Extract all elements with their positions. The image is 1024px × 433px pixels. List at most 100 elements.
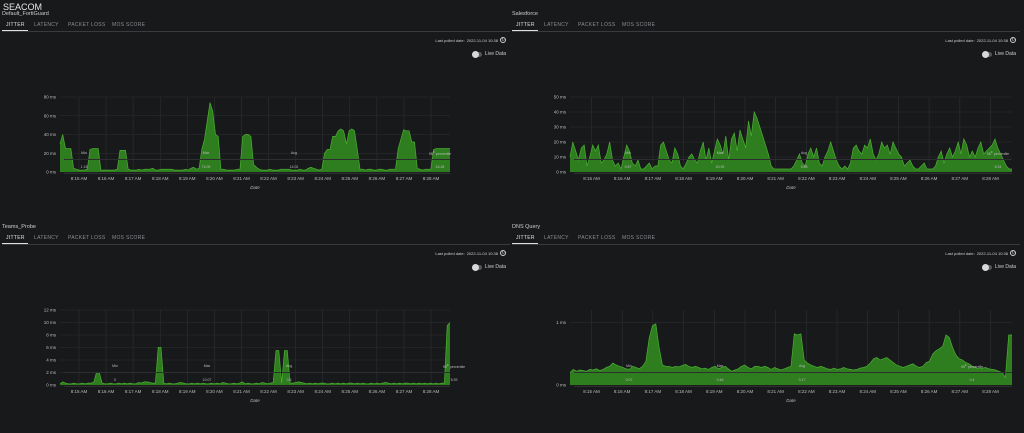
x-tick-label: 8:20 AM <box>206 389 223 394</box>
stat-label-p95: 95th percentile <box>987 151 1009 156</box>
y-tick-label: 50 ms <box>554 95 567 100</box>
stat-label-p95-suffix: th <box>990 151 993 154</box>
stat-label-p95-word: percentile <box>966 365 984 370</box>
tab-latency[interactable]: LATENCY <box>34 235 59 241</box>
stat-label-max: Max <box>716 151 724 155</box>
y-tick-label: 80 ms <box>44 95 57 100</box>
x-tick-label: 8:18 AM <box>675 389 692 394</box>
last-polled-value: 2022-11-04 10:38 <box>976 37 1008 43</box>
tab-jitter[interactable]: JITTER <box>516 22 535 28</box>
x-tick-label: 8:16 AM <box>614 176 631 181</box>
x-tick-label: 8:16 AM <box>98 389 115 394</box>
tab-mos-score[interactable]: MOS SCORE <box>622 235 656 241</box>
stat-label-min: Min <box>626 364 632 368</box>
x-tick-label: 8:20 AM <box>206 176 223 181</box>
stat-label-min: Min <box>625 151 631 155</box>
tab-packet-loss[interactable]: PACKET LOSS <box>578 235 616 241</box>
refresh-icon[interactable]: ↻ <box>1010 37 1016 43</box>
tab-packet-loss[interactable]: PACKET LOSS <box>68 22 106 28</box>
stat-value-max: 40.39 <box>715 165 725 169</box>
y-tick-label: 0 ms <box>46 383 57 388</box>
tab-latency[interactable]: LATENCY <box>544 235 569 241</box>
stat-label-p95-word: percentile <box>448 365 466 370</box>
x-tick-label: 8:22 AM <box>260 389 277 394</box>
metric-tabs: JITTER LATENCY PACKET LOSS MOS SCORE <box>512 233 1020 245</box>
live-data-label: Live Data <box>484 264 506 270</box>
panel-salesforce: Salesforce JITTER LATENCY PACKET LOSS MOS SC… <box>512 11 1020 226</box>
live-data-toggle[interactable] <box>471 50 482 58</box>
stat-label-min: Min <box>81 151 87 155</box>
tab-latency[interactable]: LATENCY <box>544 22 569 28</box>
last-polled: Last polled date: 2022-11-04 10:38 ↻ <box>435 37 506 43</box>
live-data-toggle[interactable] <box>981 263 992 271</box>
tab-packet-loss[interactable]: PACKET LOSS <box>68 235 106 241</box>
stat-value-min: 0.87 <box>624 165 632 169</box>
panel-title: Salesforce <box>512 11 538 17</box>
live-data-toggle[interactable] <box>471 263 482 271</box>
stat-label-max: Max <box>202 151 210 155</box>
tab-jitter[interactable]: JITTER <box>6 235 25 241</box>
x-tick-label: 8:28 AM <box>982 176 999 181</box>
x-tick-label: 8:21 AM <box>767 176 784 181</box>
stats-divider <box>64 159 450 160</box>
stat-label-avg: Avg <box>799 364 805 368</box>
tab-jitter[interactable]: JITTER <box>516 235 535 241</box>
stats-divider <box>574 159 1012 160</box>
last-polled-label: Last polled date: <box>945 37 975 43</box>
y-tick-label: 0 ms <box>556 170 567 175</box>
metric-tabs: JITTER LATENCY PACKET LOSS MOS SCORE <box>2 233 510 245</box>
x-tick-label: 8:24 AM <box>859 176 876 181</box>
tab-latency[interactable]: LATENCY <box>34 22 59 28</box>
x-axis-label: Date <box>250 185 260 190</box>
refresh-icon[interactable]: ↻ <box>500 250 506 256</box>
x-tick-label: 8:23 AM <box>287 389 304 394</box>
stat-value-min: 0 <box>114 378 116 382</box>
live-data-label: Live Data <box>994 51 1016 57</box>
x-tick-label: 8:23 AM <box>829 389 846 394</box>
y-tick-label: 1 ms <box>556 320 567 325</box>
x-tick-label: 8:17 AM <box>645 389 662 394</box>
y-tick-label: 20 ms <box>554 140 567 145</box>
last-polled: Last polled date: 2022-11-04 10:38 ↻ <box>945 37 1016 43</box>
tab-mos-score[interactable]: MOS SCORE <box>112 22 146 28</box>
metric-tabs: JITTER LATENCY PACKET LOSS MOS SCORE <box>512 20 1020 32</box>
x-tick-label: 8:21 AM <box>767 389 784 394</box>
stat-label-max: Max <box>716 364 724 368</box>
refresh-icon[interactable]: ↻ <box>1010 250 1016 256</box>
x-tick-label: 8:17 AM <box>645 176 662 181</box>
tab-mos-score[interactable]: MOS SCORE <box>112 235 146 241</box>
y-tick-label: 6 ms <box>46 345 57 350</box>
stats-divider <box>574 173 1012 174</box>
last-polled-value: 2022-11-04 10:38 <box>976 250 1008 256</box>
x-tick-label: 8:21 AM <box>233 389 250 394</box>
series-area <box>570 323 1012 385</box>
series-area <box>60 102 450 172</box>
x-axis-label: Date <box>250 398 260 403</box>
x-tick-label: 8:22 AM <box>798 176 815 181</box>
x-tick-label: 8:26 AM <box>921 176 938 181</box>
y-tick-label: 12 ms <box>44 308 57 313</box>
y-tick-label: 20 ms <box>44 151 57 156</box>
stat-value-min: 0.07 <box>625 378 633 382</box>
x-tick-label: 8:27 AM <box>952 176 969 181</box>
tab-packet-loss[interactable]: PACKET LOSS <box>578 22 616 28</box>
x-tick-label: 8:27 AM <box>396 389 413 394</box>
x-tick-label: 8:26 AM <box>921 389 938 394</box>
live-data-toggle[interactable] <box>981 50 992 58</box>
tab-jitter[interactable]: JITTER <box>6 22 25 28</box>
refresh-icon[interactable]: ↻ <box>500 37 506 43</box>
tab-mos-score[interactable]: MOS SCORE <box>622 22 656 28</box>
x-tick-label: 8:25 AM <box>342 176 359 181</box>
x-tick-label: 8:17 AM <box>125 389 142 394</box>
stat-label-min: Min <box>112 364 118 368</box>
x-tick-label: 8:28 AM <box>423 176 440 181</box>
stats-divider <box>574 372 1012 373</box>
x-tick-label: 8:23 AM <box>287 176 304 181</box>
stat-label-p95-number: 95 <box>986 152 991 157</box>
series-line <box>59 102 450 171</box>
y-tick-label: 60 ms <box>44 113 57 118</box>
x-tick-label: 8:25 AM <box>890 389 907 394</box>
live-data-toggle-row: Live Data <box>471 50 506 58</box>
series-line <box>569 110 1012 171</box>
y-tick-label: 4 ms <box>46 358 57 363</box>
